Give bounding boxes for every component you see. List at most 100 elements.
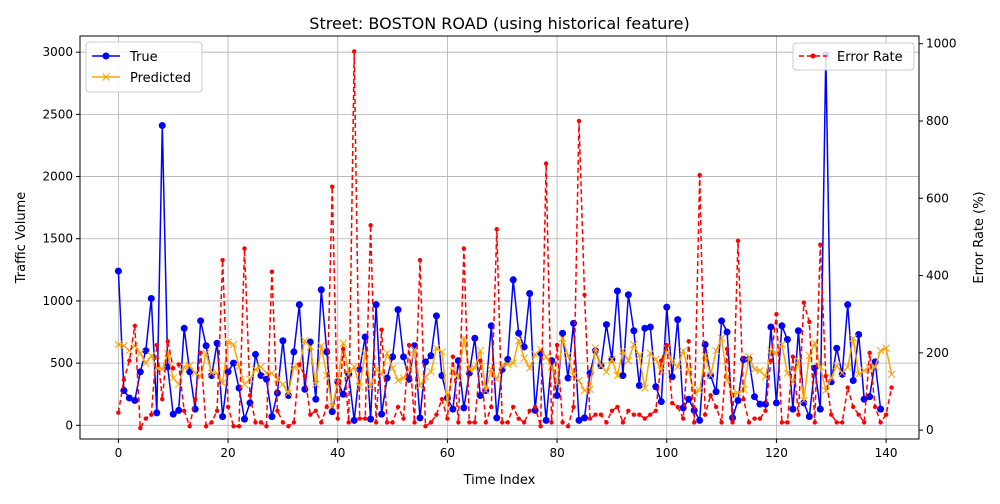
y2-tick-label: 200 bbox=[926, 346, 949, 360]
data-point bbox=[471, 334, 479, 342]
y2-tick-label: 0 bbox=[926, 423, 934, 437]
data-point bbox=[850, 404, 856, 410]
data-point bbox=[861, 420, 867, 425]
data-point bbox=[394, 306, 402, 314]
data-point bbox=[493, 414, 501, 422]
legend-error-label: Error Rate bbox=[837, 50, 903, 65]
data-point bbox=[558, 334, 567, 343]
data-point bbox=[800, 399, 808, 407]
data-point bbox=[855, 331, 863, 339]
data-point bbox=[164, 363, 172, 371]
data-point bbox=[213, 369, 221, 377]
data-point bbox=[141, 359, 150, 367]
data-point bbox=[772, 399, 780, 407]
data-point bbox=[350, 416, 358, 424]
data-point bbox=[242, 246, 247, 251]
data-point bbox=[734, 389, 742, 397]
data-point bbox=[290, 363, 298, 371]
data-point bbox=[648, 412, 653, 417]
data-point bbox=[389, 353, 397, 361]
data-point bbox=[598, 412, 604, 417]
data-point bbox=[536, 345, 545, 354]
data-point bbox=[175, 406, 183, 414]
data-point bbox=[867, 350, 872, 356]
data-point bbox=[247, 393, 253, 398]
plot-frame bbox=[79, 35, 920, 440]
data-point bbox=[779, 420, 785, 425]
data-point bbox=[718, 317, 726, 325]
data-point bbox=[434, 412, 439, 417]
data-point bbox=[587, 416, 593, 421]
data-point bbox=[719, 420, 724, 425]
data-point bbox=[564, 374, 572, 382]
data-point bbox=[185, 361, 194, 370]
data-point bbox=[559, 329, 567, 337]
x-tick-label: 0 bbox=[115, 446, 123, 460]
data-point bbox=[406, 342, 412, 348]
data-point bbox=[876, 346, 885, 355]
data-point bbox=[640, 384, 649, 392]
data-point bbox=[735, 238, 741, 243]
data-point bbox=[504, 355, 512, 363]
data-point bbox=[181, 408, 187, 413]
x-tick-label: 60 bbox=[440, 446, 455, 460]
data-point bbox=[324, 404, 329, 410]
data-point bbox=[476, 346, 485, 355]
x-tick-label: 20 bbox=[220, 446, 235, 460]
data-point bbox=[373, 420, 379, 425]
y2-tick-label: 1000 bbox=[926, 37, 957, 51]
data-point bbox=[532, 404, 538, 410]
data-point bbox=[630, 327, 638, 335]
data-point bbox=[306, 338, 314, 346]
data-point bbox=[515, 329, 523, 337]
data-point bbox=[344, 370, 353, 379]
data-point bbox=[571, 404, 576, 410]
data-point bbox=[778, 322, 786, 330]
data-point bbox=[570, 319, 578, 327]
data-point bbox=[351, 49, 357, 54]
data-point bbox=[670, 400, 675, 406]
data-point bbox=[187, 424, 192, 429]
data-point bbox=[761, 400, 769, 408]
data-point bbox=[843, 363, 852, 371]
y-tick-label: 1500 bbox=[42, 232, 73, 246]
data-point bbox=[275, 408, 280, 413]
data-point bbox=[251, 350, 259, 358]
data-point bbox=[439, 397, 445, 402]
data-point bbox=[197, 317, 205, 325]
data-point bbox=[432, 312, 440, 320]
data-point bbox=[229, 340, 238, 349]
data-point bbox=[339, 339, 348, 348]
data-point bbox=[586, 385, 594, 394]
data-point bbox=[509, 276, 517, 284]
data-point bbox=[450, 354, 456, 359]
data-point bbox=[741, 397, 746, 402]
data-point bbox=[220, 257, 225, 263]
data-point bbox=[690, 406, 698, 414]
x-tick-label: 120 bbox=[765, 446, 788, 460]
data-point bbox=[624, 356, 633, 365]
data-point bbox=[686, 339, 691, 344]
data-point bbox=[526, 289, 534, 297]
data-point bbox=[461, 246, 467, 251]
legend-left: True Predicted bbox=[85, 41, 203, 93]
data-point bbox=[866, 393, 874, 401]
data-point bbox=[697, 172, 702, 178]
data-point bbox=[132, 323, 138, 328]
data-point bbox=[646, 323, 654, 331]
data-point bbox=[708, 393, 713, 398]
data-point bbox=[538, 424, 543, 429]
data-point bbox=[554, 342, 560, 348]
data-point bbox=[624, 291, 632, 299]
data-point bbox=[657, 366, 666, 375]
data-point bbox=[646, 349, 655, 358]
data-point bbox=[180, 324, 188, 332]
data-point bbox=[428, 420, 434, 425]
data-point bbox=[169, 374, 178, 382]
data-point bbox=[774, 311, 779, 317]
data-point bbox=[379, 327, 384, 332]
data-point bbox=[258, 420, 264, 425]
data-point bbox=[778, 340, 786, 349]
data-point bbox=[445, 416, 450, 421]
